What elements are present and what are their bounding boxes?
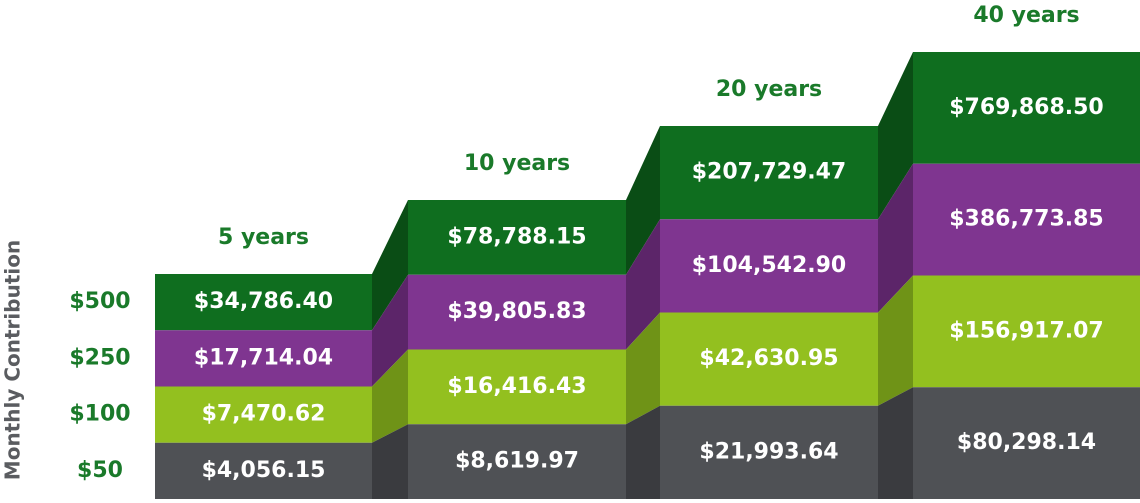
column-label: 5 years (218, 225, 309, 250)
block (913, 52, 1140, 164)
side-face (626, 405, 660, 499)
block (913, 163, 1140, 276)
block (408, 274, 626, 350)
block (913, 387, 1140, 499)
block (155, 442, 372, 499)
block-value: $207,729.47 (692, 160, 846, 185)
block (408, 349, 626, 425)
side-face (372, 274, 408, 387)
side-face (878, 387, 913, 499)
block-value: $8,619.97 (455, 449, 579, 474)
block-value: $34,786.40 (194, 289, 333, 314)
block (660, 405, 878, 499)
block-value: $78,788.15 (447, 224, 586, 249)
block-value: $104,542.90 (692, 253, 846, 278)
block (913, 275, 1140, 388)
row-label: $100 (69, 402, 130, 427)
block-value: $21,993.64 (699, 439, 838, 464)
block-value: $156,917.07 (949, 318, 1103, 343)
column-label: 10 years (464, 151, 570, 176)
side-face (626, 126, 660, 275)
block-value: $42,630.95 (699, 346, 838, 371)
side-face (372, 424, 408, 499)
block-value: $80,298.14 (957, 430, 1096, 455)
block (155, 386, 372, 443)
block-value: $769,868.50 (949, 95, 1103, 120)
block (660, 126, 878, 220)
block-value: $386,773.85 (949, 207, 1103, 232)
block (408, 424, 626, 499)
side-face (372, 349, 408, 443)
block (408, 200, 626, 275)
column-label: 40 years (973, 3, 1079, 28)
side-face (372, 200, 408, 331)
row-label: $250 (69, 345, 130, 370)
row-label: $50 (77, 458, 123, 483)
side-face (626, 312, 660, 425)
side-face (878, 163, 913, 313)
block-value: $39,805.83 (447, 299, 586, 324)
side-face (878, 275, 913, 406)
row-label: $500 (69, 289, 130, 314)
block-value: $4,056.15 (202, 458, 326, 483)
block-value: $7,470.62 (202, 402, 326, 427)
block (155, 330, 372, 387)
block (660, 219, 878, 313)
block (660, 312, 878, 406)
block-value: $17,714.04 (194, 345, 333, 370)
column-label: 20 years (716, 77, 822, 102)
block (155, 274, 372, 331)
axis-label: Monthly Contribution (1, 240, 25, 480)
side-face (878, 52, 913, 220)
side-face (626, 219, 660, 350)
block-value: $16,416.43 (447, 374, 586, 399)
